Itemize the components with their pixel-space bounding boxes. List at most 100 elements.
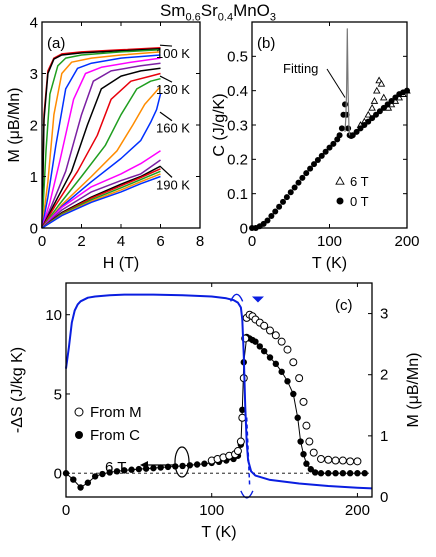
data-point-0T	[361, 122, 368, 128]
data-point-0T	[295, 179, 302, 186]
legend-marker-6T	[335, 176, 345, 185]
data-point-from-C	[272, 360, 280, 368]
temperature-arrow	[159, 44, 173, 47]
data-point-6T	[368, 103, 376, 111]
magnetization-curve	[41, 150, 161, 229]
panel-a-magnetization: 0 2 4 6 8 0 1 2 3 4 (a) H (T) M (μB/Mn) 100 K 130 K 160…	[6, 14, 204, 272]
data-point-from-C	[113, 468, 121, 475]
selection-ellipse	[174, 446, 190, 478]
data-point-from-C	[317, 470, 325, 477]
legend-label-from-M: From M	[90, 404, 142, 421]
data-point-0T	[357, 125, 364, 132]
data-point-6T	[364, 110, 373, 118]
title-subscript: 0.6	[185, 11, 201, 24]
magnetization-curve	[41, 51, 161, 229]
data-point-from-M	[283, 345, 292, 354]
axis-pointer-arrowhead	[140, 461, 148, 469]
data-point-from-C	[300, 451, 307, 458]
magnetization-dashed	[245, 417, 251, 485]
data-point-from-C	[150, 464, 157, 472]
data-point-6T	[370, 97, 379, 104]
data-point-0T	[283, 194, 290, 201]
magnetization-curve	[41, 57, 161, 229]
data-point-6T	[373, 86, 381, 94]
data-point-0T	[280, 198, 286, 205]
data-point-from-M	[317, 454, 325, 463]
temperature-label: 100 K	[156, 46, 190, 61]
data-point-0T	[369, 115, 376, 122]
data-point-from-C	[121, 467, 128, 474]
magnetization-curve	[41, 67, 161, 229]
temperature-arrow	[159, 165, 173, 178]
data-point-from-M	[260, 321, 269, 330]
data-point-0T	[380, 104, 387, 111]
magnetization-curve	[41, 54, 161, 229]
temperature-arrow	[159, 75, 173, 83]
data-point-from-M	[302, 421, 311, 430]
data-point-from-C	[99, 470, 106, 478]
data-point-0T	[291, 184, 298, 191]
data-point-from-M	[233, 447, 242, 456]
data-point-from-C	[260, 347, 268, 355]
data-point-from-C	[77, 484, 84, 491]
panel-label: (c)	[335, 297, 353, 314]
data-point-0T	[336, 132, 343, 139]
data-point-0T	[276, 203, 283, 210]
data-point-0T	[330, 140, 337, 147]
y-tick-label-right: 0	[380, 489, 388, 506]
data-point-0T	[299, 174, 306, 181]
y-axis-label-left: -ΔS (J/kg K)	[9, 347, 26, 433]
title-subscript: 0.4	[217, 11, 234, 24]
data-point-from-C	[361, 470, 368, 477]
data-point-from-C	[201, 460, 208, 467]
y-tick-label: 0	[54, 466, 62, 483]
data-point-from-M	[299, 397, 308, 406]
data-point-0T	[373, 111, 379, 118]
panel-label: (a)	[47, 35, 65, 52]
data-point-0T	[345, 125, 352, 132]
data-point-0T	[272, 208, 279, 215]
data-point-from-M	[324, 455, 333, 464]
data-point-from-M	[236, 437, 245, 446]
y-axis-label: M (μB/Mn)	[6, 88, 23, 163]
x-tick-label: 200	[345, 502, 370, 519]
magnetization-curve	[41, 159, 161, 229]
data-point-0T	[311, 161, 317, 168]
data-point-from-M	[271, 331, 280, 340]
magnetization-curve	[41, 49, 161, 229]
y-tick-label: 0	[240, 220, 248, 237]
panel-b-heat-capacity: 0 100 200 0 0.1 0.2 0.3 0.4 0.5 (b) T (K) C (J/g/K)…	[211, 21, 420, 272]
x-tick-label: 100	[317, 233, 342, 250]
temperature-label: 190 K	[156, 177, 190, 192]
data-point-from-M	[277, 337, 286, 346]
data-point-from-C	[157, 464, 164, 471]
y-tick-label: 0	[30, 220, 38, 237]
data-point-from-M	[295, 374, 304, 383]
data-point-0T	[268, 212, 275, 219]
data-point-0T	[338, 125, 345, 132]
y-tick-label: 0.1	[227, 186, 248, 203]
data-point-from-C	[311, 469, 319, 476]
fitting-arrow	[326, 68, 346, 98]
legend-label-from-C: From C	[90, 427, 140, 444]
legend-marker-0T	[336, 197, 344, 205]
y-tick-label: 0.3	[227, 117, 248, 134]
data-point-6T	[379, 93, 388, 101]
magnetization-curve	[41, 85, 162, 229]
legend-marker-from-M	[74, 407, 84, 417]
x-tick-label: 6	[156, 233, 164, 250]
data-point-from-C	[84, 479, 92, 486]
data-point-0T	[260, 220, 267, 227]
data-point-from-C	[179, 462, 186, 470]
magnetization-curve	[41, 77, 161, 229]
data-point-from-C	[284, 378, 291, 385]
data-point-0T	[264, 217, 271, 224]
data-point-from-C	[70, 476, 77, 483]
warming-arrow	[240, 490, 254, 499]
x-tick-label: 0	[248, 233, 256, 250]
magnetization-curve	[41, 62, 161, 229]
data-point-0T	[388, 97, 395, 104]
data-point-from-C	[266, 354, 274, 361]
